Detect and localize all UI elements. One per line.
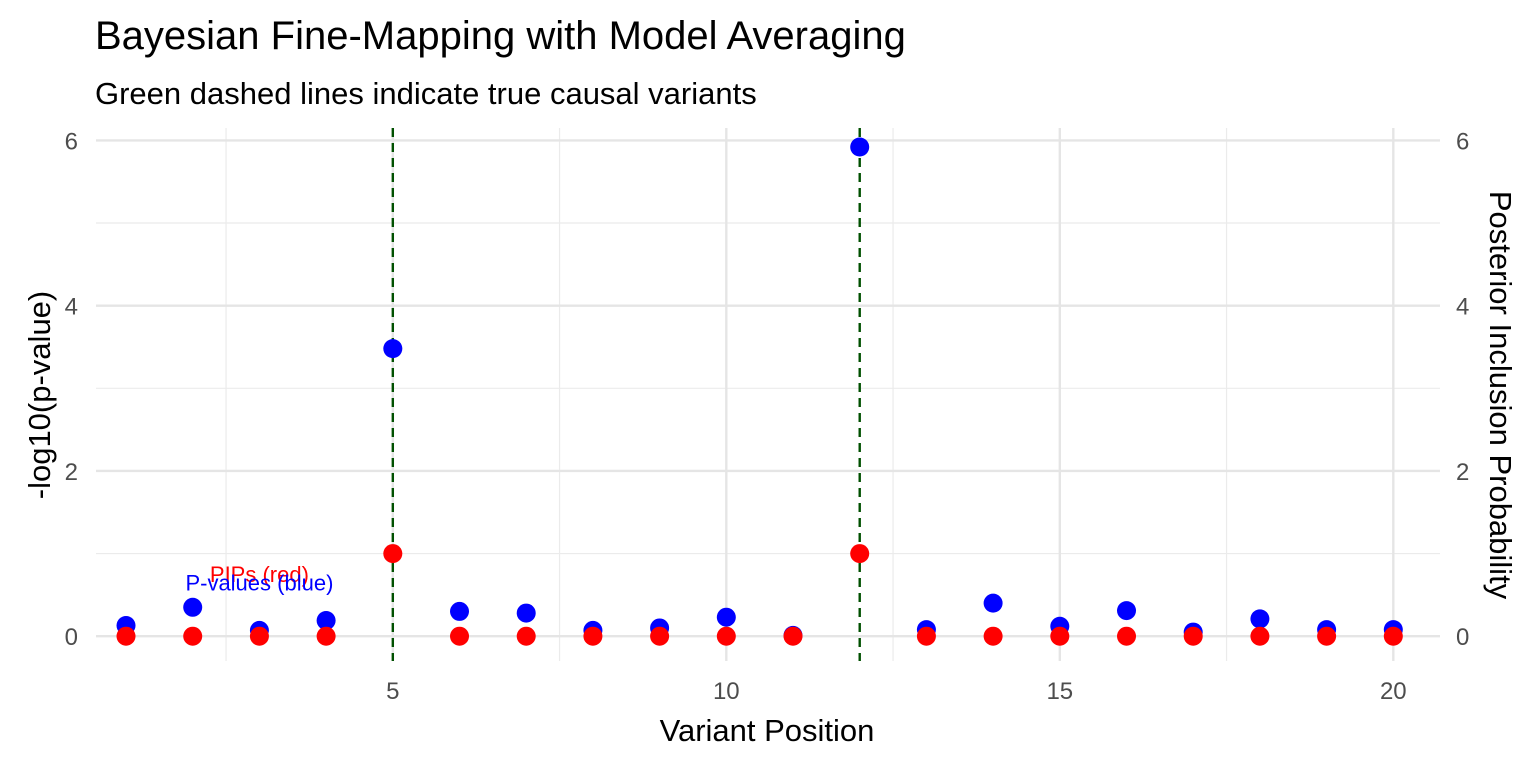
pvalue-point: [716, 607, 736, 627]
x-tick-label: 5: [386, 678, 399, 705]
pip-point: [183, 626, 203, 646]
pvalue-point: [450, 601, 470, 621]
pip-point: [1117, 626, 1137, 646]
y-tick-label-right: 4: [1456, 294, 1469, 321]
annotation-label: P-values (blue): [185, 570, 333, 595]
pip-point: [783, 626, 803, 646]
pip-point: [716, 626, 736, 646]
x-axis-title: Variant Position: [660, 713, 875, 748]
chart-title: Bayesian Fine-Mapping with Model Averagi…: [95, 14, 906, 58]
x-tick-label: 10: [713, 678, 740, 705]
pip-point: [516, 626, 536, 646]
pvalue-point: [1117, 601, 1137, 621]
y-axis-title-left: -log10(p-value): [22, 291, 57, 500]
pvalue-point: [383, 339, 403, 359]
annotations: PIPs (red)P-values (blue): [185, 562, 333, 595]
pip-point: [1183, 626, 1203, 646]
pip-point: [1250, 626, 1270, 646]
y-tick-label-left: 6: [65, 128, 78, 155]
pip-point: [1050, 626, 1070, 646]
chart-subtitle: Green dashed lines indicate true causal …: [95, 76, 757, 111]
pip-point: [383, 544, 403, 564]
y-tick-label-right: 6: [1456, 128, 1469, 155]
pip-point: [316, 626, 336, 646]
pip-point: [983, 626, 1003, 646]
pvalue-point: [983, 593, 1003, 613]
pip-point: [650, 626, 670, 646]
pip-point: [249, 626, 269, 646]
tick-labels: 0 0 2 2 4 4 6 6 5 10 15 20: [65, 128, 1470, 705]
pvalue-point: [850, 137, 870, 157]
pip-point: [1383, 626, 1403, 646]
pvalue-point: [183, 597, 203, 617]
pip-point: [583, 626, 603, 646]
x-tick-label: 15: [1046, 678, 1073, 705]
y-axis-title-right: Posterior Inclusion Probability: [1483, 191, 1518, 600]
pip-point: [116, 626, 136, 646]
grid: [96, 128, 1440, 661]
pip-point: [916, 626, 936, 646]
y-tick-label-left: 2: [65, 459, 78, 486]
x-tick-label: 20: [1380, 678, 1407, 705]
causal-variant-lines: [391, 128, 861, 661]
annotation-label: PIPs (red): [210, 562, 309, 587]
y-tick-label-left: 0: [65, 624, 78, 651]
pvalue-point: [1250, 609, 1270, 629]
y-tick-label-right: 2: [1456, 459, 1469, 486]
pip-point: [450, 626, 470, 646]
data-points: [116, 137, 1403, 646]
pip-point: [850, 544, 870, 564]
pip-point: [1317, 626, 1337, 646]
y-tick-label-left: 4: [65, 294, 78, 321]
pvalue-point: [516, 603, 536, 623]
y-tick-label-right: 0: [1456, 624, 1469, 651]
pvalue-point: [316, 611, 336, 631]
